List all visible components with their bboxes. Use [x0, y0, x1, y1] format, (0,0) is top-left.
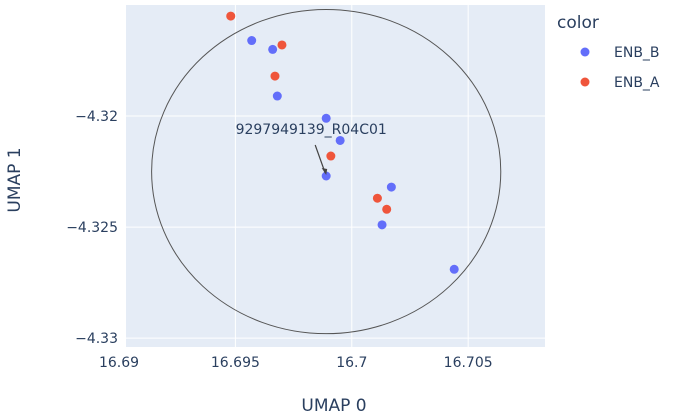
y-tick-label: −4.33 — [75, 331, 118, 347]
point-enb-a — [326, 151, 336, 161]
legend-marker — [580, 47, 590, 57]
x-tick-label: 16.69 — [99, 355, 139, 371]
point-enb-a — [270, 71, 280, 81]
point-enb-b — [335, 135, 345, 145]
y-tick-label: −4.325 — [66, 220, 118, 236]
point-enb-b — [268, 44, 278, 54]
plot-area — [126, 5, 545, 347]
legend-entry-label: ENB_B — [614, 45, 660, 61]
legend-title: color — [557, 13, 599, 33]
point-enb-a — [372, 193, 382, 203]
point-enb-b — [321, 113, 331, 123]
x-axis-title: UMAP 0 — [301, 396, 366, 416]
shape-layer — [151, 8, 502, 335]
point-enb-b — [247, 36, 257, 46]
point-enb-a — [277, 40, 287, 50]
grid-lines — [118, 5, 545, 347]
x-tick-label: 16.695 — [211, 355, 260, 371]
annotation-arrowhead — [321, 168, 328, 175]
y-tick-label: −4.32 — [75, 109, 118, 125]
legend-entry-label: ENB_A — [614, 75, 660, 91]
annotation-label: 9297949139_R04C01 — [236, 122, 387, 138]
y-axis-ticks: −4.32 −4.325 −4.33 — [66, 109, 118, 347]
annotation-layer: 9297949139_R04C01 — [236, 122, 387, 175]
outline-circle — [151, 8, 502, 335]
point-enb-b — [321, 171, 331, 181]
point-enb-b — [449, 264, 459, 274]
point-enb-b — [272, 91, 282, 101]
data-points — [226, 11, 459, 274]
x-tick-label: 16.7 — [336, 355, 367, 371]
point-enb-b — [386, 182, 396, 192]
point-enb-a — [382, 204, 392, 214]
point-enb-b — [377, 220, 387, 230]
point-enb-a — [226, 11, 236, 21]
legend-marker — [580, 77, 590, 87]
annotation-arrow — [314, 144, 326, 174]
x-tick-label: 16.705 — [444, 355, 493, 371]
y-axis-title: UMAP 1 — [5, 147, 25, 212]
x-axis-ticks: 16.69 16.695 16.7 16.705 — [99, 355, 493, 371]
legend: color ENB_B ENB_A — [557, 13, 660, 91]
